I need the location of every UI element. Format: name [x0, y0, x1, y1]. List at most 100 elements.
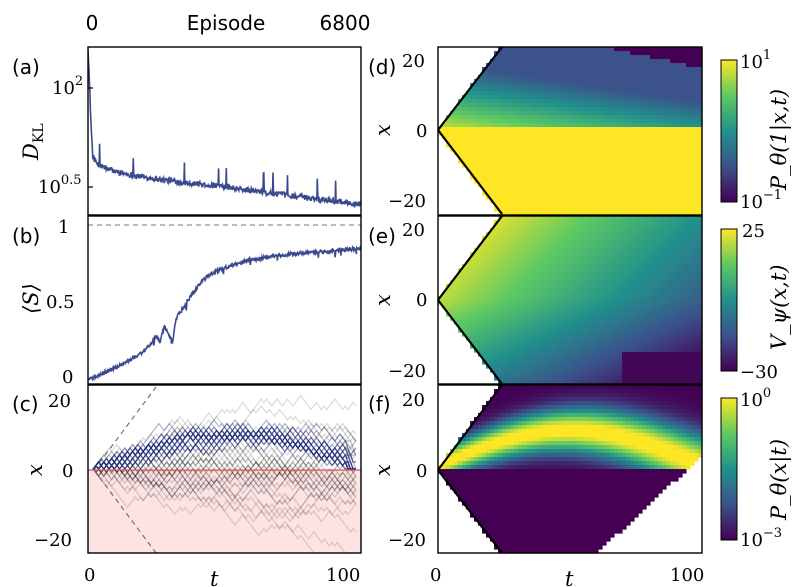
heatmap-cell [630, 352, 635, 357]
heatmap-cell [554, 332, 559, 337]
heatmap-cell [598, 123, 603, 128]
heatmap-cell [522, 344, 527, 349]
heatmap-cell [558, 232, 563, 237]
heatmap-cell [606, 284, 611, 289]
heatmap-cell [502, 240, 507, 245]
heatmap-cell [634, 360, 639, 365]
heatmap-cell [622, 288, 627, 293]
heatmap-cell [630, 151, 635, 156]
heatmap-cell [502, 372, 507, 377]
heatmap-cell [498, 348, 503, 353]
heatmap-cell [658, 220, 663, 225]
heatmap-cell [566, 67, 571, 72]
heatmap-cell [594, 220, 599, 225]
heatmap-cell [538, 220, 543, 225]
heatmap-cell [554, 123, 559, 128]
heatmap-cell [610, 380, 615, 385]
trajectory-black [92, 440, 357, 498]
heatmap-cell [518, 252, 523, 257]
heatmap-cell [638, 175, 643, 180]
heatmap-cell [654, 191, 659, 196]
heatmap-cell [618, 211, 623, 216]
trajectory-blue [92, 425, 356, 471]
heatmap-cell [658, 135, 663, 140]
heatmap-cell [606, 91, 611, 96]
heatmap-cell [626, 360, 631, 365]
heatmap-cell [498, 83, 503, 88]
heatmap-cell [522, 103, 527, 108]
heatmap-cell [558, 67, 563, 72]
heatmap-cell [674, 79, 679, 84]
heatmap-cell [658, 372, 663, 377]
heatmap-cell [586, 95, 591, 100]
heatmap-cell [546, 159, 551, 164]
heatmap-cell [602, 195, 607, 200]
heatmap-cell [510, 95, 515, 100]
heatmap-cell [642, 332, 647, 337]
heatmap-cell [498, 288, 503, 293]
heatmap-cell [662, 344, 667, 349]
heatmap-cell [562, 135, 567, 140]
heatmap-cell [670, 244, 675, 249]
heatmap-cell [686, 143, 691, 148]
heatmap-cell [554, 336, 559, 341]
heatmap-cell [690, 55, 695, 60]
heatmap-cell [558, 244, 563, 249]
heatmap-cell [542, 220, 547, 225]
heatmap-cell [622, 147, 627, 152]
heatmap-cell [534, 115, 539, 120]
heatmap-cell [638, 103, 643, 108]
heatmap-cell [650, 143, 655, 148]
heatmap-cell [522, 348, 527, 353]
heatmap-cell [490, 336, 495, 341]
heatmap-cell [534, 268, 539, 273]
heatmap-cell [698, 111, 703, 116]
heatmap-cell [610, 344, 615, 349]
heatmap-cell [554, 292, 559, 297]
heatmap-cell [598, 127, 603, 132]
heatmap-cell [510, 203, 515, 208]
heatmap-cell [642, 111, 647, 116]
heatmap-cell [482, 143, 487, 148]
heatmap-cell [658, 272, 663, 277]
heatmap-cell [662, 175, 667, 180]
heatmap-cell [494, 308, 499, 313]
trajectory-black [92, 450, 357, 491]
heatmap-cell [698, 127, 703, 132]
heatmap-cell [474, 332, 479, 337]
heatmap-cell [670, 127, 675, 132]
heatmap-cell [530, 308, 535, 313]
heatmap-cell [670, 87, 675, 92]
heatmap-cell [598, 175, 603, 180]
heatmap-cell [678, 87, 683, 92]
heatmap-cell [502, 304, 507, 309]
heatmap-cell [610, 151, 615, 156]
heatmap-cell [610, 83, 615, 88]
heatmap-cell [522, 336, 527, 341]
heatmap-cell [510, 232, 515, 237]
heatmap-cell [514, 115, 519, 120]
heatmap-cell [670, 380, 675, 385]
heatmap-cell [562, 288, 567, 293]
heatmap-cell [586, 131, 591, 136]
heatmap-cell [638, 360, 643, 365]
heatmap-cell [486, 119, 491, 124]
heatmap-cell [490, 360, 495, 365]
heatmap-cell [498, 155, 503, 160]
heatmap-cell [546, 51, 551, 56]
heatmap-cell [626, 292, 631, 297]
heatmap-cell [698, 155, 703, 160]
heatmap-cell [494, 191, 499, 196]
heatmap-cell [666, 139, 671, 144]
heatmap-cell [658, 356, 663, 361]
heatmap-cell [578, 143, 583, 148]
heatmap-cell [590, 232, 595, 237]
heatmap-cell [582, 83, 587, 88]
heatmap-cell [638, 63, 643, 68]
heatmap-cell [498, 119, 503, 124]
heatmap-cell [634, 288, 639, 293]
heatmap-cell [626, 135, 631, 140]
heatmap-cell [482, 95, 487, 100]
heatmap-cell [650, 67, 655, 72]
heatmap-cell [562, 284, 567, 289]
